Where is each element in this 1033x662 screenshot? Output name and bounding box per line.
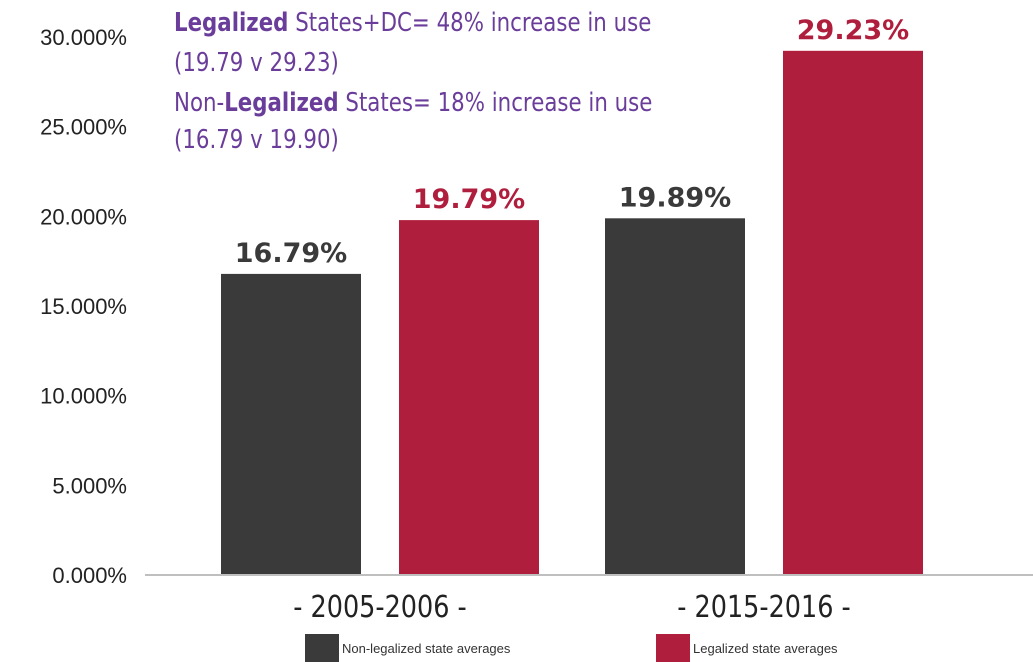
y-tick-label: 15.000% bbox=[40, 294, 127, 319]
legend-label: Legalized state averages bbox=[693, 641, 838, 656]
annotation-legalized-values-text: (19.79 v 29.23) bbox=[174, 48, 339, 78]
annotation-non-legalized-bold: Legalized bbox=[224, 88, 339, 118]
data-label: 29.23% bbox=[797, 15, 909, 46]
y-tick-label: 30.000% bbox=[40, 25, 127, 50]
annotation-legalized-bold: Legalized bbox=[174, 8, 289, 38]
legend: Non-legalized state averages Legalized st… bbox=[305, 634, 838, 662]
annotation-non-legalized: Non-Legalized States= 18% increase in us… bbox=[174, 88, 652, 118]
data-labels: 16.79% 19.79% 19.89% 29.23% bbox=[235, 15, 909, 269]
annotation-legalized-rest: States+DC= 48% increase in use bbox=[288, 8, 652, 38]
y-tick-label: 0.000% bbox=[52, 563, 127, 588]
y-tick-label: 20.000% bbox=[40, 204, 127, 229]
legend-swatch bbox=[656, 634, 690, 662]
annotation-legalized: Legalized States+DC= 48% increase in use bbox=[174, 8, 651, 38]
annotation-non-legalized-rest: States= 18% increase in use bbox=[338, 88, 653, 118]
annotation-non-legalized-values: (16.79 v 19.90) bbox=[174, 125, 339, 155]
bar-legalized-2 bbox=[783, 50, 923, 576]
bar-legalized-1 bbox=[399, 220, 539, 575]
x-category-label: - 2005-2006 - bbox=[293, 589, 467, 625]
x-axis: - 2005-2006 - - 2015-2016 - bbox=[293, 589, 851, 625]
bars bbox=[221, 50, 923, 576]
y-tick-label: 25.000% bbox=[40, 115, 127, 140]
y-tick-label: 10.000% bbox=[40, 384, 127, 409]
x-category-label: - 2015-2016 - bbox=[677, 589, 851, 625]
data-label: 19.79% bbox=[413, 184, 525, 215]
annotation-non-prefix: Non- bbox=[174, 88, 225, 118]
legend-label: Non-legalized state averages bbox=[342, 641, 511, 656]
y-axis: 0.000% 5.000% 10.000% 15.000% 20.000% 25.000%… bbox=[40, 25, 127, 588]
data-label: 19.89% bbox=[619, 182, 731, 213]
bar-non-legalized-1 bbox=[221, 273, 361, 575]
legend-swatch bbox=[305, 634, 339, 662]
annotation-non-legalized-values-text: (16.79 v 19.90) bbox=[174, 125, 339, 155]
data-label: 16.79% bbox=[235, 238, 347, 269]
y-tick-label: 5.000% bbox=[52, 473, 127, 498]
bar-non-legalized-2 bbox=[605, 218, 745, 575]
annotation-legalized-values: (19.79 v 29.23) bbox=[174, 48, 339, 78]
